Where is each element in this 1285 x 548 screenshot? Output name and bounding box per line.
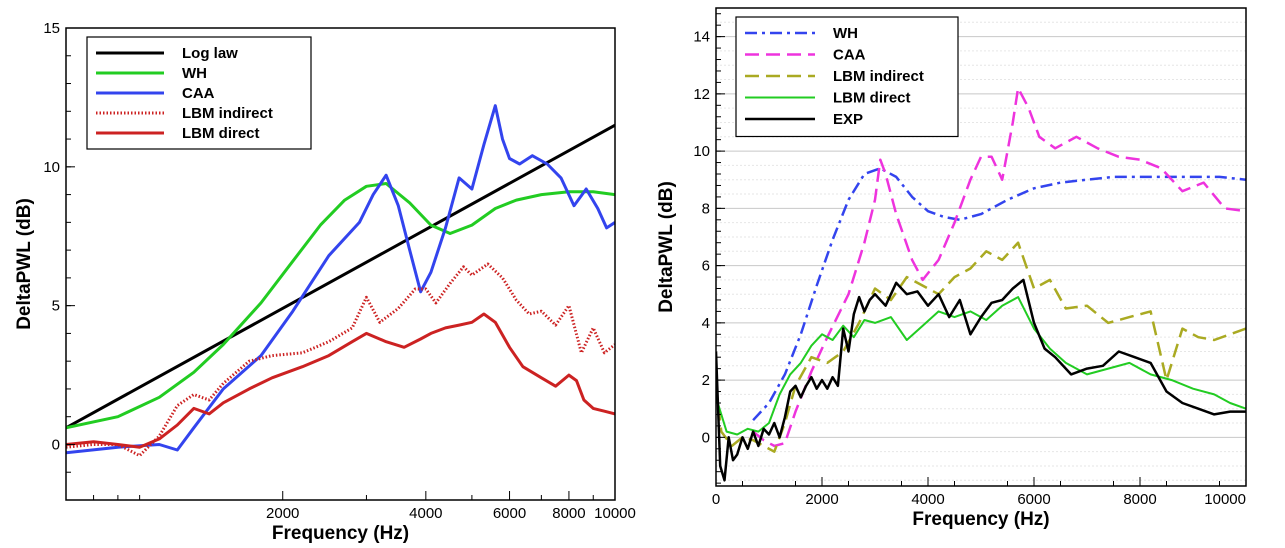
right-legend-label: LBM direct (833, 90, 911, 107)
right-series-line-3 (716, 296, 1246, 436)
left-ytick-label: 10 (43, 159, 60, 176)
left-series-line-2 (66, 104, 615, 455)
right-xtick-label: 10000 (1204, 491, 1246, 508)
right-xtick-label: 2000 (805, 491, 838, 508)
right-ytick-label: 12 (693, 86, 710, 103)
right-ytick-label: 2 (702, 372, 710, 389)
right-plot-frame (715, 7, 1247, 487)
left-series-line-3 (66, 262, 615, 458)
left-legend-box (86, 36, 312, 150)
right-ytick-label: 10 (693, 143, 710, 160)
right-series-line-1 (752, 86, 1246, 448)
right-series-line-2 (716, 241, 1246, 453)
right-x-axis-title: Frequency (Hz) (912, 509, 1049, 530)
left-ytick-label: 0 (52, 436, 60, 453)
right-legend-label: EXP (833, 111, 863, 128)
right-legend-label: LBM indirect (833, 68, 924, 85)
left-plot-frame (65, 27, 616, 501)
right-legend-label: WH (833, 25, 858, 42)
left-xtick-label: 8000 (552, 505, 585, 522)
right-ytick-label: 0 (702, 429, 710, 446)
left-series-line-1 (66, 182, 615, 430)
right-ytick-label: 4 (702, 315, 710, 332)
chart-left: 2000 4000 6000 8000 10000 0 5 10 15 Frequency (Hz… (14, 20, 636, 544)
left-xtick-label: 4000 (409, 505, 442, 522)
right-xtick-label: 6000 (1017, 491, 1050, 508)
right-legend: WH CAA LBM indirect LBM direct EXP (735, 16, 959, 138)
right-y-axis-title: DeltaPWL (dB) (656, 181, 677, 313)
left-series-line-0 (66, 123, 615, 430)
left-xtick-label: 10000 (594, 505, 636, 522)
right-series-line-4 (716, 278, 1246, 482)
left-ytick-label: 5 (52, 298, 60, 315)
left-y-axis-title: DeltaPWL (dB) (14, 198, 35, 330)
left-x-axis-title: Frequency (Hz) (272, 523, 409, 544)
right-xtick-label: 4000 (911, 491, 944, 508)
left-legend-label: Log law (182, 45, 238, 62)
right-xtick-label: 0 (712, 491, 720, 508)
chart-right: 0 2000 4000 6000 8000 10000 0 2 4 6 8 10 12 14 Frequen… (656, 7, 1247, 530)
right-xtick-label: 8000 (1123, 491, 1156, 508)
right-series-line-0 (752, 167, 1246, 422)
right-legend-label: CAA (833, 47, 866, 64)
right-ytick-label: 14 (693, 29, 710, 46)
left-legend-label: LBM indirect (182, 105, 273, 122)
left-ytick-label: 15 (43, 20, 60, 37)
right-ytick-label: 8 (702, 200, 710, 217)
left-legend-label: LBM direct (182, 125, 260, 142)
left-legend-label: CAA (182, 85, 215, 102)
left-legend-label: WH (182, 65, 207, 82)
left-series-line-4 (66, 312, 615, 449)
left-xtick-label: 6000 (493, 505, 526, 522)
left-legend: Log law WH CAA LBM indirect LBM direct (86, 36, 312, 150)
left-xtick-label: 2000 (266, 505, 299, 522)
right-ytick-label: 6 (702, 258, 710, 275)
